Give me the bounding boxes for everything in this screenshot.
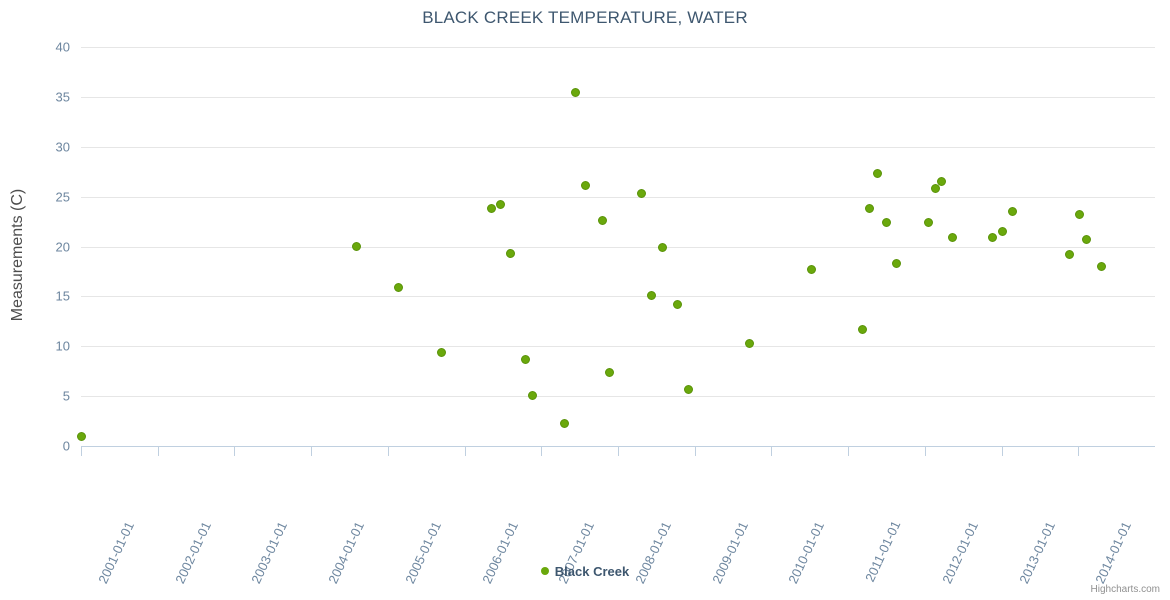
y-axis-tick-label: 0 [62,438,70,454]
x-axis-tick [387,447,389,456]
data-point[interactable] [882,218,892,228]
data-point[interactable] [988,233,998,243]
gridline [81,196,1155,198]
y-axis-tick-label: 25 [55,189,70,205]
y-axis-labels: 0 5 10 15 20 25 30 35 40 [4,0,70,600]
data-point[interactable] [1065,249,1074,259]
y-axis-tick-label: 15 [55,288,70,304]
y-axis-tick-label: 5 [62,388,70,404]
x-axis-tick [694,447,696,456]
data-point[interactable] [683,384,693,394]
y-axis-tick-label: 40 [55,39,70,55]
x-axis-tick [924,447,926,456]
x-axis-tick [848,447,850,456]
data-point[interactable] [1007,207,1017,217]
data-point[interactable] [495,200,505,210]
data-point[interactable] [393,282,403,292]
data-point[interactable] [872,169,882,179]
credits-watermark[interactable]: Highcharts.com [1090,584,1160,595]
chart-legend[interactable]: Black Creek [0,563,1170,579]
data-point[interactable] [647,290,657,300]
data-point[interactable] [506,248,516,258]
data-point[interactable] [1096,261,1106,271]
x-axis-tick [771,447,773,456]
data-point[interactable] [521,354,531,364]
data-point[interactable] [1082,235,1092,245]
data-point[interactable] [437,347,447,357]
x-axis-tick [541,447,543,456]
data-point[interactable] [487,204,497,214]
x-axis-tick [464,447,466,456]
data-point[interactable] [352,242,362,251]
data-point[interactable] [658,242,668,252]
data-point[interactable] [924,218,934,228]
data-point[interactable] [892,258,902,268]
gridline [81,296,1155,298]
x-axis-tick [81,447,82,456]
gridline [81,146,1155,148]
data-point[interactable] [636,189,646,199]
x-axis-tick [1078,447,1080,456]
data-point[interactable] [947,233,957,243]
data-point[interactable] [857,324,867,334]
x-axis-tick [311,447,312,456]
data-point[interactable] [559,418,569,428]
data-point[interactable] [1074,210,1084,220]
data-point[interactable] [930,184,940,194]
data-point[interactable] [672,299,682,309]
plot-area [77,47,1155,446]
y-axis-tick-label: 30 [55,139,70,155]
data-point[interactable] [745,338,755,348]
y-axis-tick-label: 20 [55,239,70,254]
data-point[interactable] [527,390,537,400]
legend-item-label[interactable]: Black Creek [554,564,630,580]
data-point[interactable] [936,177,946,187]
gridline [81,246,1155,248]
x-axis-tick [157,447,159,456]
data-point[interactable] [598,216,608,226]
data-point[interactable] [604,367,614,377]
data-point[interactable] [998,227,1007,237]
legend-marker-icon [540,566,549,575]
y-axis-tick-label: 35 [55,89,70,105]
data-point[interactable] [581,181,591,191]
gridline [81,396,1155,398]
gridline [81,96,1155,98]
gridline [81,346,1155,348]
data-point[interactable] [806,264,816,274]
chart-title: BLACK CREEK TEMPERATURE, WATER [422,8,748,27]
x-axis-tick [617,447,619,456]
y-axis-tick-label: 10 [55,338,70,354]
x-axis-tick [234,447,236,456]
gridline [81,47,1155,48]
data-point[interactable] [865,204,875,214]
x-axis-tick [1001,447,1003,456]
data-point[interactable] [77,431,87,441]
data-point[interactable] [571,88,581,98]
x-axis-line [81,446,1155,447]
y-axis-title: Measurements (C) [9,188,26,322]
